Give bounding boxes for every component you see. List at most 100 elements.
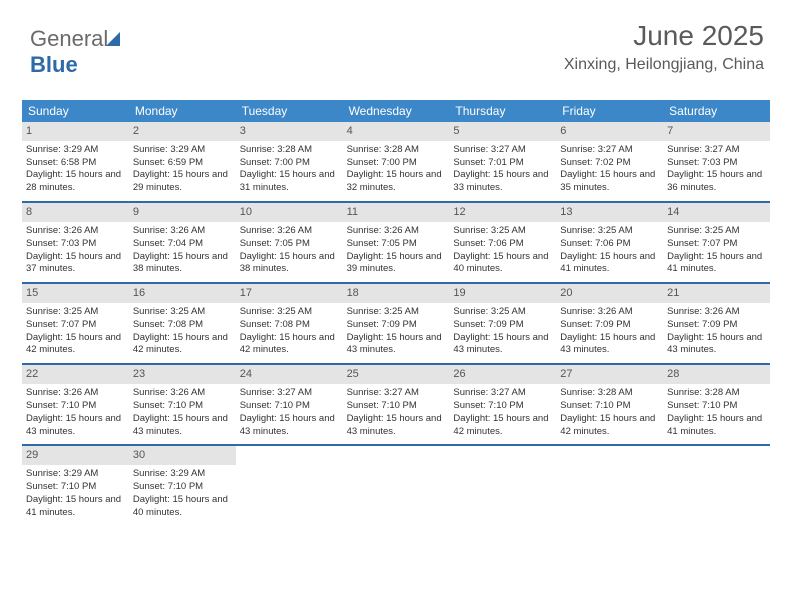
calendar-day-cell: 10Sunrise: 3:26 AMSunset: 7:05 PMDayligh… [236,203,343,282]
sunrise-text: Sunrise: 3:27 AM [347,387,446,400]
day-number: 20 [556,284,663,303]
sunrise-text: Sunrise: 3:26 AM [240,225,339,238]
sunrise-text: Sunrise: 3:26 AM [133,225,232,238]
sunrise-text: Sunrise: 3:27 AM [453,144,552,157]
daylight-text: Daylight: 15 hours and 42 minutes. [453,413,552,439]
sunrise-text: Sunrise: 3:26 AM [26,387,125,400]
sunset-text: Sunset: 7:03 PM [26,238,125,251]
sunset-text: Sunset: 7:10 PM [26,400,125,413]
brand-text-2: Blue [30,52,78,77]
calendar-week-row: 15Sunrise: 3:25 AMSunset: 7:07 PMDayligh… [22,284,770,365]
sunrise-text: Sunrise: 3:26 AM [133,387,232,400]
sunrise-text: Sunrise: 3:27 AM [667,144,766,157]
sunset-text: Sunset: 7:06 PM [560,238,659,251]
sunset-text: Sunset: 6:58 PM [26,157,125,170]
daylight-text: Daylight: 15 hours and 32 minutes. [347,169,446,195]
sunset-text: Sunset: 7:10 PM [133,481,232,494]
sunrise-text: Sunrise: 3:27 AM [560,144,659,157]
day-number: 19 [449,284,556,303]
day-number: 18 [343,284,450,303]
sunset-text: Sunset: 7:07 PM [667,238,766,251]
daylight-text: Daylight: 15 hours and 43 minutes. [26,413,125,439]
calendar-day-cell: 2Sunrise: 3:29 AMSunset: 6:59 PMDaylight… [129,122,236,201]
sunrise-text: Sunrise: 3:27 AM [453,387,552,400]
sunset-text: Sunset: 7:10 PM [26,481,125,494]
calendar-day-cell: 15Sunrise: 3:25 AMSunset: 7:07 PMDayligh… [22,284,129,363]
sunrise-text: Sunrise: 3:25 AM [453,306,552,319]
sunset-text: Sunset: 7:10 PM [347,400,446,413]
sunset-text: Sunset: 7:04 PM [133,238,232,251]
calendar-day-cell: 25Sunrise: 3:27 AMSunset: 7:10 PMDayligh… [343,365,450,444]
daylight-text: Daylight: 15 hours and 31 minutes. [240,169,339,195]
day-number: 17 [236,284,343,303]
calendar-day-cell: 7Sunrise: 3:27 AMSunset: 7:03 PMDaylight… [663,122,770,201]
sunrise-text: Sunrise: 3:26 AM [560,306,659,319]
day-number: 21 [663,284,770,303]
location-label: Xinxing, Heilongjiang, China [564,56,764,74]
day-number: 8 [22,203,129,222]
calendar-day-cell: 17Sunrise: 3:25 AMSunset: 7:08 PMDayligh… [236,284,343,363]
sunrise-text: Sunrise: 3:25 AM [347,306,446,319]
sunrise-text: Sunrise: 3:27 AM [240,387,339,400]
calendar-day-cell: 24Sunrise: 3:27 AMSunset: 7:10 PMDayligh… [236,365,343,444]
calendar-day-cell: 11Sunrise: 3:26 AMSunset: 7:05 PMDayligh… [343,203,450,282]
sunset-text: Sunset: 7:00 PM [347,157,446,170]
day-number: 25 [343,365,450,384]
calendar-empty-cell [663,446,770,525]
calendar-day-cell: 6Sunrise: 3:27 AMSunset: 7:02 PMDaylight… [556,122,663,201]
calendar-day-cell: 12Sunrise: 3:25 AMSunset: 7:06 PMDayligh… [449,203,556,282]
header-right: June 2025 Xinxing, Heilongjiang, China [564,20,764,74]
calendar-day-cell: 28Sunrise: 3:28 AMSunset: 7:10 PMDayligh… [663,365,770,444]
day-number: 26 [449,365,556,384]
sunset-text: Sunset: 7:08 PM [240,319,339,332]
daylight-text: Daylight: 15 hours and 40 minutes. [133,494,232,520]
daylight-text: Daylight: 15 hours and 41 minutes. [667,251,766,277]
brand-text-1: General [30,26,108,51]
weekday-header: Saturday [663,100,770,122]
calendar-empty-cell [343,446,450,525]
daylight-text: Daylight: 15 hours and 42 minutes. [26,332,125,358]
calendar-day-cell: 5Sunrise: 3:27 AMSunset: 7:01 PMDaylight… [449,122,556,201]
sunset-text: Sunset: 7:03 PM [667,157,766,170]
daylight-text: Daylight: 15 hours and 41 minutes. [667,413,766,439]
sunrise-text: Sunrise: 3:25 AM [26,306,125,319]
sunset-text: Sunset: 7:10 PM [560,400,659,413]
daylight-text: Daylight: 15 hours and 28 minutes. [26,169,125,195]
sunrise-text: Sunrise: 3:25 AM [133,306,232,319]
sunrise-text: Sunrise: 3:28 AM [560,387,659,400]
daylight-text: Daylight: 15 hours and 42 minutes. [560,413,659,439]
day-number: 1 [22,122,129,141]
brand-triangle-icon [106,32,120,46]
day-number: 13 [556,203,663,222]
day-number: 27 [556,365,663,384]
calendar-day-cell: 30Sunrise: 3:29 AMSunset: 7:10 PMDayligh… [129,446,236,525]
calendar-day-cell: 13Sunrise: 3:25 AMSunset: 7:06 PMDayligh… [556,203,663,282]
daylight-text: Daylight: 15 hours and 43 minutes. [133,413,232,439]
calendar-day-cell: 16Sunrise: 3:25 AMSunset: 7:08 PMDayligh… [129,284,236,363]
sunrise-text: Sunrise: 3:29 AM [133,468,232,481]
sunrise-text: Sunrise: 3:26 AM [26,225,125,238]
day-number: 22 [22,365,129,384]
sunset-text: Sunset: 7:07 PM [26,319,125,332]
calendar-day-cell: 23Sunrise: 3:26 AMSunset: 7:10 PMDayligh… [129,365,236,444]
daylight-text: Daylight: 15 hours and 42 minutes. [133,332,232,358]
sunset-text: Sunset: 7:09 PM [453,319,552,332]
sunrise-text: Sunrise: 3:29 AM [26,468,125,481]
calendar-day-cell: 14Sunrise: 3:25 AMSunset: 7:07 PMDayligh… [663,203,770,282]
sunset-text: Sunset: 7:05 PM [240,238,339,251]
daylight-text: Daylight: 15 hours and 35 minutes. [560,169,659,195]
day-number: 28 [663,365,770,384]
sunrise-text: Sunrise: 3:25 AM [240,306,339,319]
daylight-text: Daylight: 15 hours and 40 minutes. [453,251,552,277]
sunset-text: Sunset: 7:06 PM [453,238,552,251]
calendar-day-cell: 21Sunrise: 3:26 AMSunset: 7:09 PMDayligh… [663,284,770,363]
day-number: 14 [663,203,770,222]
day-number: 5 [449,122,556,141]
calendar-day-cell: 4Sunrise: 3:28 AMSunset: 7:00 PMDaylight… [343,122,450,201]
sunset-text: Sunset: 7:05 PM [347,238,446,251]
sunrise-text: Sunrise: 3:25 AM [453,225,552,238]
daylight-text: Daylight: 15 hours and 41 minutes. [26,494,125,520]
day-number: 24 [236,365,343,384]
daylight-text: Daylight: 15 hours and 29 minutes. [133,169,232,195]
sunrise-text: Sunrise: 3:26 AM [347,225,446,238]
